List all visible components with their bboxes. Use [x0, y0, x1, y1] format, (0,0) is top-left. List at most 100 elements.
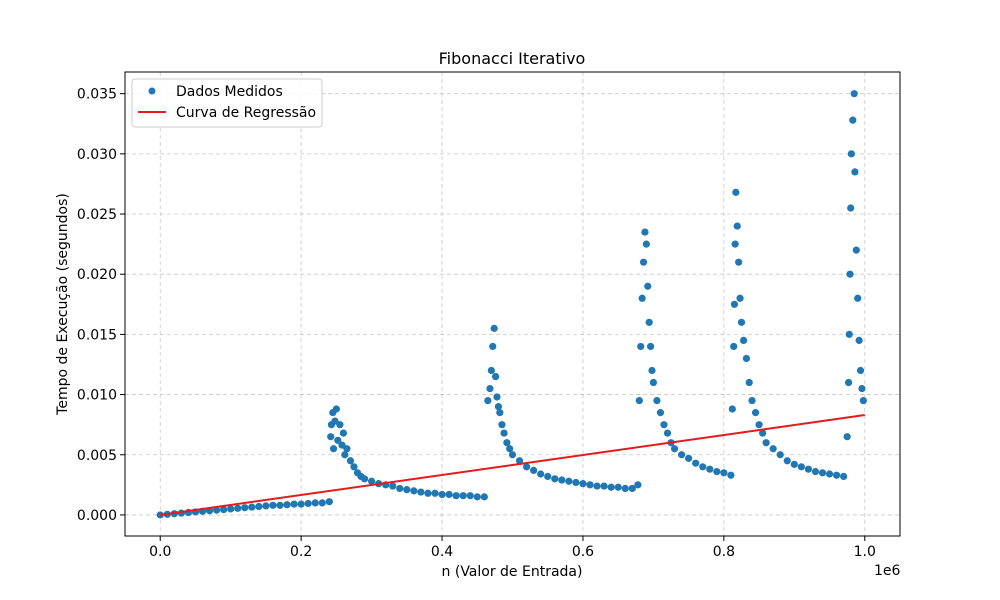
- data-point: [730, 300, 739, 308]
- data-point: [858, 384, 866, 393]
- data-point: [840, 472, 848, 481]
- data-point: [635, 396, 643, 405]
- data-point: [735, 258, 743, 266]
- data-point: [491, 372, 500, 381]
- y-tick-label: 0.035: [77, 87, 117, 103]
- data-point: [748, 396, 756, 405]
- data-point: [367, 477, 376, 485]
- data-point: [641, 228, 649, 236]
- legend-box: [131, 78, 323, 128]
- data-point: [653, 396, 661, 405]
- data-point: [220, 505, 228, 514]
- data-point: [847, 204, 855, 212]
- data-point: [851, 168, 859, 176]
- data-point: [403, 486, 411, 494]
- legend-label-measured: Dados Medidos: [176, 84, 283, 100]
- data-point: [759, 429, 767, 437]
- data-point: [494, 403, 503, 411]
- regression-line: [160, 414, 865, 516]
- y-tick-label: 0.030: [77, 147, 117, 163]
- data-point: [692, 459, 700, 467]
- data-point: [473, 493, 481, 501]
- data-point: [484, 396, 492, 405]
- data-point: [269, 501, 277, 509]
- data-point: [638, 294, 646, 302]
- data-point: [486, 384, 494, 393]
- chart-title: Fibonacci Iterativo: [439, 49, 586, 68]
- data-point: [572, 478, 580, 487]
- data-point: [212, 506, 221, 514]
- data-point: [290, 500, 298, 508]
- data-point: [452, 492, 460, 500]
- data-point: [329, 445, 338, 453]
- data-point: [621, 484, 629, 493]
- data-point: [845, 330, 853, 338]
- data-point: [234, 504, 242, 512]
- data-point: [677, 451, 686, 459]
- data-point: [537, 470, 545, 478]
- y-tick-label: 0.025: [77, 207, 117, 223]
- data-point: [241, 504, 249, 512]
- data-point: [262, 502, 270, 510]
- data-point: [733, 222, 741, 230]
- data-point: [755, 421, 763, 429]
- data-point: [480, 493, 488, 501]
- x-tick-label: 0.6: [572, 544, 594, 560]
- data-point: [739, 336, 748, 345]
- data-point: [737, 318, 746, 326]
- data-point: [327, 433, 335, 441]
- data-point: [730, 342, 738, 351]
- data-point: [339, 429, 348, 437]
- data-point: [645, 318, 653, 326]
- data-point: [489, 342, 497, 351]
- regression-series: [160, 414, 865, 516]
- x-tick-label: 0.8: [713, 544, 735, 560]
- data-point: [849, 116, 857, 124]
- data-point: [656, 409, 665, 417]
- data-point: [424, 489, 432, 497]
- y-axis-ticks: 0.000 0.005 0.010 0.015 0.020 0.025 0.030 0.035: [77, 87, 125, 524]
- data-point: [360, 475, 369, 483]
- y-axis-label: Tempo de Execução (segundos): [55, 193, 71, 416]
- data-point: [649, 378, 658, 387]
- data-point: [811, 468, 820, 476]
- data-point: [350, 463, 358, 471]
- data-point: [156, 511, 164, 519]
- data-point: [297, 500, 305, 508]
- data-point: [338, 441, 346, 449]
- data-point: [804, 465, 813, 473]
- data-point: [565, 477, 573, 485]
- data-point: [304, 499, 312, 508]
- data-point: [551, 475, 559, 483]
- data-point: [336, 421, 344, 429]
- x-tick-label: 0.0: [149, 544, 171, 560]
- data-point: [847, 150, 855, 158]
- data-point: [859, 396, 867, 405]
- y-tick-label: 0.000: [77, 508, 117, 524]
- data-point: [508, 451, 517, 459]
- data-point: [776, 451, 784, 459]
- data-point: [720, 469, 728, 477]
- data-point: [544, 472, 552, 481]
- data-point: [417, 488, 425, 496]
- data-point: [515, 457, 524, 465]
- data-point: [634, 481, 642, 489]
- data-point: [628, 484, 636, 493]
- data-point: [637, 342, 645, 351]
- data-point: [639, 258, 648, 266]
- data-point: [713, 468, 721, 476]
- data-point: [600, 482, 608, 490]
- data-point: [751, 409, 760, 417]
- data-point: [498, 421, 506, 429]
- data-point: [706, 465, 714, 473]
- data-point: [500, 429, 508, 437]
- data-point: [852, 246, 860, 254]
- data-point: [311, 499, 319, 507]
- data-point: [685, 454, 693, 462]
- data-point: [490, 324, 498, 332]
- y-tick-label: 0.005: [77, 448, 117, 464]
- data-point: [648, 366, 656, 375]
- data-point: [334, 436, 342, 444]
- data-point: [850, 90, 858, 98]
- legend-label-regression: Curva de Regressão: [176, 105, 316, 121]
